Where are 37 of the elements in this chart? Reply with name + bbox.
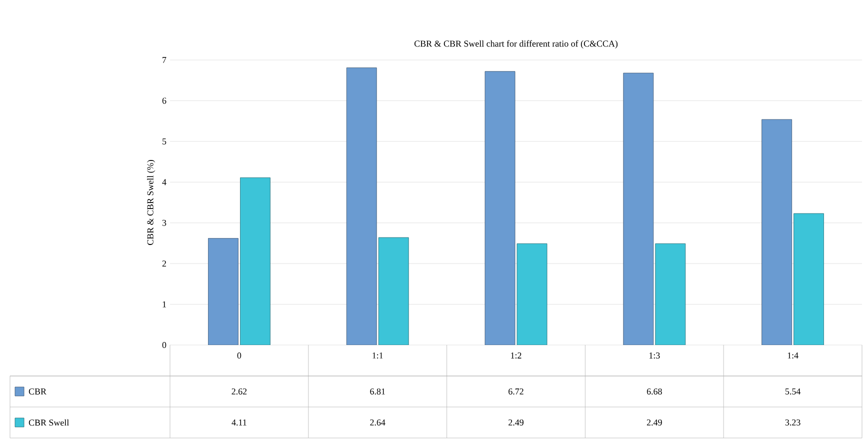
bar: [762, 119, 792, 345]
x-tick-label: 0: [237, 352, 242, 359]
y-axis-title: CBR & CBR Swell (%): [147, 160, 156, 245]
y-tick-label: 1: [162, 301, 166, 308]
data-label: 4.11: [232, 419, 246, 426]
x-tick-label: 1:1: [372, 352, 383, 359]
data-label: 6.81: [370, 388, 385, 395]
bar: [655, 243, 686, 345]
legend-label: CBR: [28, 388, 46, 395]
bar: [623, 72, 654, 345]
bar: [794, 213, 824, 345]
bar: [240, 177, 270, 345]
data-label: 2.49: [646, 419, 662, 426]
y-tick-label: 2: [162, 260, 166, 267]
y-tick-label: 0: [162, 342, 166, 348]
data-label: 6.68: [646, 388, 662, 395]
data-label: 2.62: [232, 388, 247, 395]
bar: [378, 237, 409, 345]
data-label: 5.54: [785, 388, 801, 395]
x-tick-label: 1:3: [649, 352, 660, 359]
bar: [346, 68, 377, 345]
y-tick-label: 5: [162, 138, 166, 144]
y-tick-label: 6: [162, 98, 166, 104]
x-tick-label: 1:4: [788, 352, 798, 359]
bar: [208, 238, 238, 345]
data-label: 3.23: [785, 419, 800, 426]
bar: [484, 71, 516, 345]
data-label: 6.72: [508, 388, 524, 395]
legend-label: CBR Swell: [28, 419, 69, 426]
bar: [516, 243, 548, 345]
data-label: 2.64: [370, 419, 386, 426]
x-tick-label: 1:2: [511, 352, 522, 359]
data-label: 2.49: [508, 419, 524, 426]
y-tick-label: 3: [162, 220, 166, 226]
y-tick-label: 7: [162, 57, 166, 63]
y-tick-label: 4: [162, 179, 166, 186]
chart-title: CBR & CBR Swell chart for different ratio of (C&CCA): [414, 40, 618, 48]
